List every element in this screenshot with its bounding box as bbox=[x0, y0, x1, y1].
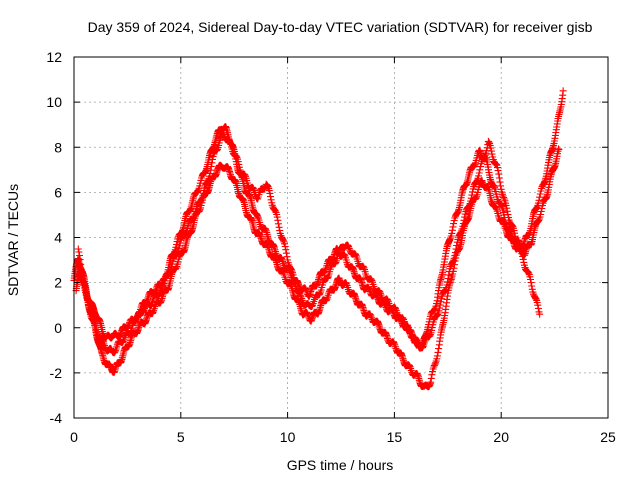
y-tick-label: 0 bbox=[54, 320, 62, 336]
series-track-2 bbox=[72, 145, 563, 391]
tick-layer: 0 5 10 15 20 25 -4 -2 0 2 4 6 8 10 12 bbox=[46, 49, 616, 445]
y-tick-label: -4 bbox=[50, 410, 63, 426]
x-axis-label: GPS time / hours bbox=[287, 457, 394, 473]
y-axis-label: SDTVAR / TECUs bbox=[5, 184, 21, 296]
y-tick-label: 4 bbox=[54, 230, 62, 246]
series-markers bbox=[72, 145, 563, 391]
x-tick-label: 5 bbox=[177, 429, 185, 445]
x-tick-label: 25 bbox=[600, 429, 616, 445]
x-tick-label: 10 bbox=[280, 429, 296, 445]
y-tick-label: 6 bbox=[54, 184, 62, 200]
y-tick-label: 8 bbox=[54, 139, 62, 155]
y-tick-label: 12 bbox=[46, 49, 62, 65]
x-tick-label: 15 bbox=[387, 429, 403, 445]
series-layer bbox=[70, 87, 567, 391]
chart-title: Day 359 of 2024, Sidereal Day-to-day VTE… bbox=[88, 19, 593, 35]
y-tick-label: -2 bbox=[50, 365, 63, 381]
x-tick-label: 0 bbox=[70, 429, 78, 445]
y-tick-label: 2 bbox=[54, 275, 62, 291]
series-markers bbox=[74, 130, 544, 357]
series-track-3 bbox=[74, 130, 544, 357]
x-tick-label: 20 bbox=[493, 429, 509, 445]
y-tick-label: 10 bbox=[46, 94, 62, 110]
